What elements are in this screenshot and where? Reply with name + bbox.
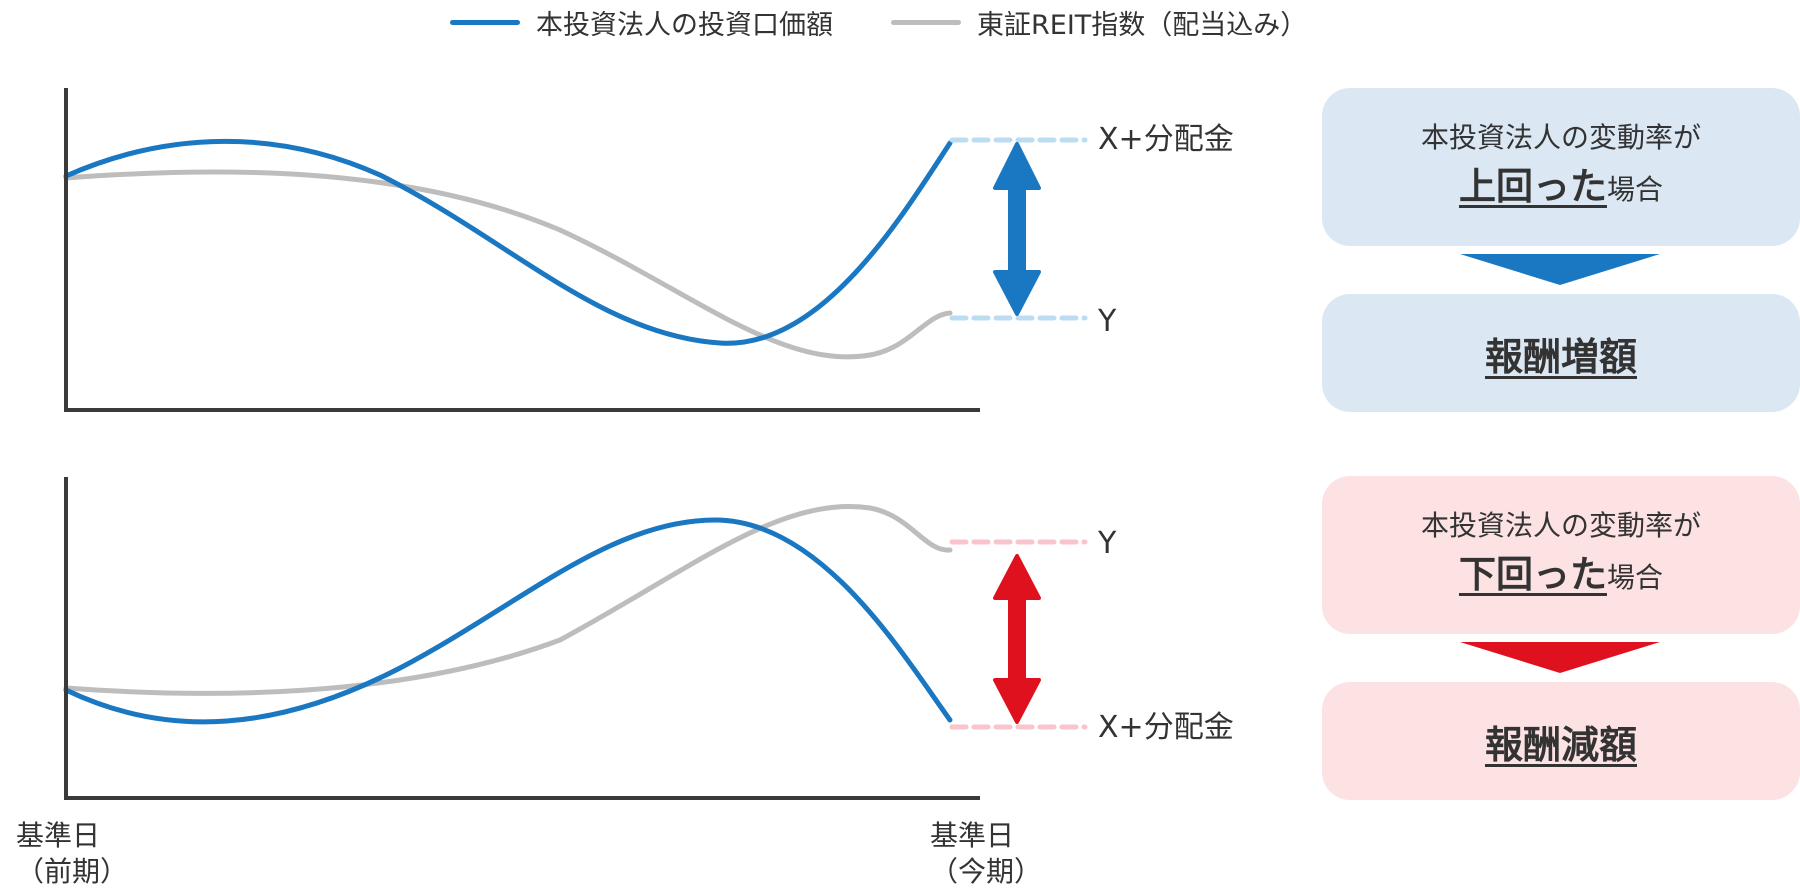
x-axis-start-line2: （前期） [16,855,129,888]
lower-chart [63,477,1088,800]
legend-item-fund: 本投資法人の投資口価額 [450,3,833,42]
upper-bottom-label: Y [1098,304,1117,339]
lower-bottom-label: X+分配金 [1098,710,1234,745]
upper-double-arrow [993,142,1041,316]
x-axis-end-line1: 基準日 [930,819,1015,852]
lower-condition-text: 本投資法人の変動率が [1420,508,1701,542]
upper-chart [63,88,1088,412]
lower-flow-arrow [1460,642,1660,673]
upper-result-box: 報酬増額 [1322,294,1800,412]
upper-condition-suffix: 場合 [1606,172,1663,206]
lower-top-label: Y [1098,526,1117,561]
legend-label-reit-index: 東証REIT指数（配当込み） [977,9,1308,41]
upper-flow-arrow [1460,254,1660,285]
lower-condition-emphasis: 下回った [1458,552,1607,596]
upper-condition-text: 本投資法人の変動率が [1420,120,1701,154]
legend-swatch-reit-index [891,19,961,25]
lower-result-box: 報酬減額 [1322,682,1800,800]
x-axis-start-line1: 基準日 [16,819,101,852]
legend-swatch-fund [450,19,520,25]
upper-reit-index-line [63,169,953,360]
x-axis-end-label: 基準日 （今期） [930,818,1042,890]
upper-condition-box: 本投資法人の変動率が 上回った場合 [1322,88,1800,246]
x-axis-start-label: 基準日 （前期） [16,818,128,890]
lower-reit-index-line [63,504,953,696]
lower-condition-suffix: 場合 [1606,560,1663,594]
x-axis-end-line2: （今期） [930,855,1043,888]
upper-condition-line2: 上回った場合 [1459,164,1663,217]
upper-top-label: X+分配金 [1098,122,1234,157]
lower-condition-box: 本投資法人の変動率が 下回った場合 [1322,476,1800,634]
legend: 本投資法人の投資口価額 東証REIT指数（配当込み） [450,2,1365,42]
lower-result-text: 報酬減額 [1484,722,1637,767]
legend-label-fund: 本投資法人の投資口価額 [536,9,833,41]
lower-fund-line [63,517,953,725]
lower-condition-line2: 下回った場合 [1459,552,1663,605]
lower-double-arrow [993,554,1041,724]
upper-condition-emphasis: 上回った [1458,164,1607,208]
upper-result-text: 報酬増額 [1484,334,1637,379]
upper-fund-line [63,138,953,346]
legend-item-reit-index: 東証REIT指数（配当込み） [891,3,1307,42]
